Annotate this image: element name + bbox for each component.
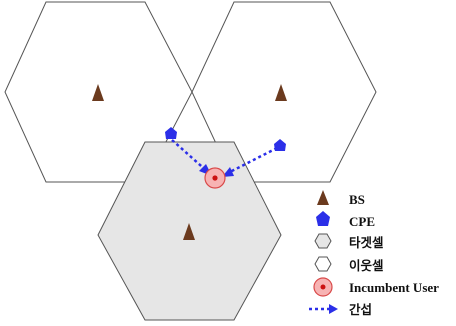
legend-neighbor-cell-label: 이웃셀 (349, 258, 384, 273)
bs-left-icon (92, 84, 104, 101)
legend-incumbent-user-inner (320, 284, 326, 290)
bs-right-icon (275, 84, 287, 101)
neighbor-cell-right (191, 1, 377, 183)
legend-cpe-icon (316, 211, 330, 226)
cpe-left-icon (165, 127, 177, 139)
legend-bs-label: BS (349, 192, 365, 207)
incumbent-user-inner (212, 175, 218, 181)
legend-bs-icon (317, 190, 329, 205)
legend-neighbor-cell-icon (314, 256, 332, 272)
interference-arrow-left (171, 139, 210, 174)
legend: BS CPE 타겟셀 이웃셀 Incumbent User 간섭 (309, 190, 439, 317)
legend-target-cell-label: 타겟셀 (349, 235, 384, 250)
cpe-right-icon (274, 139, 286, 151)
legend-incumbent-user-label: Incumbent User (349, 280, 439, 295)
legend-interference-arrowhead (329, 304, 338, 314)
legend-interference-label: 간섭 (349, 302, 372, 317)
bs-target-icon (183, 223, 195, 240)
legend-cpe-label: CPE (349, 214, 375, 229)
legend-target-cell-icon (314, 233, 332, 249)
